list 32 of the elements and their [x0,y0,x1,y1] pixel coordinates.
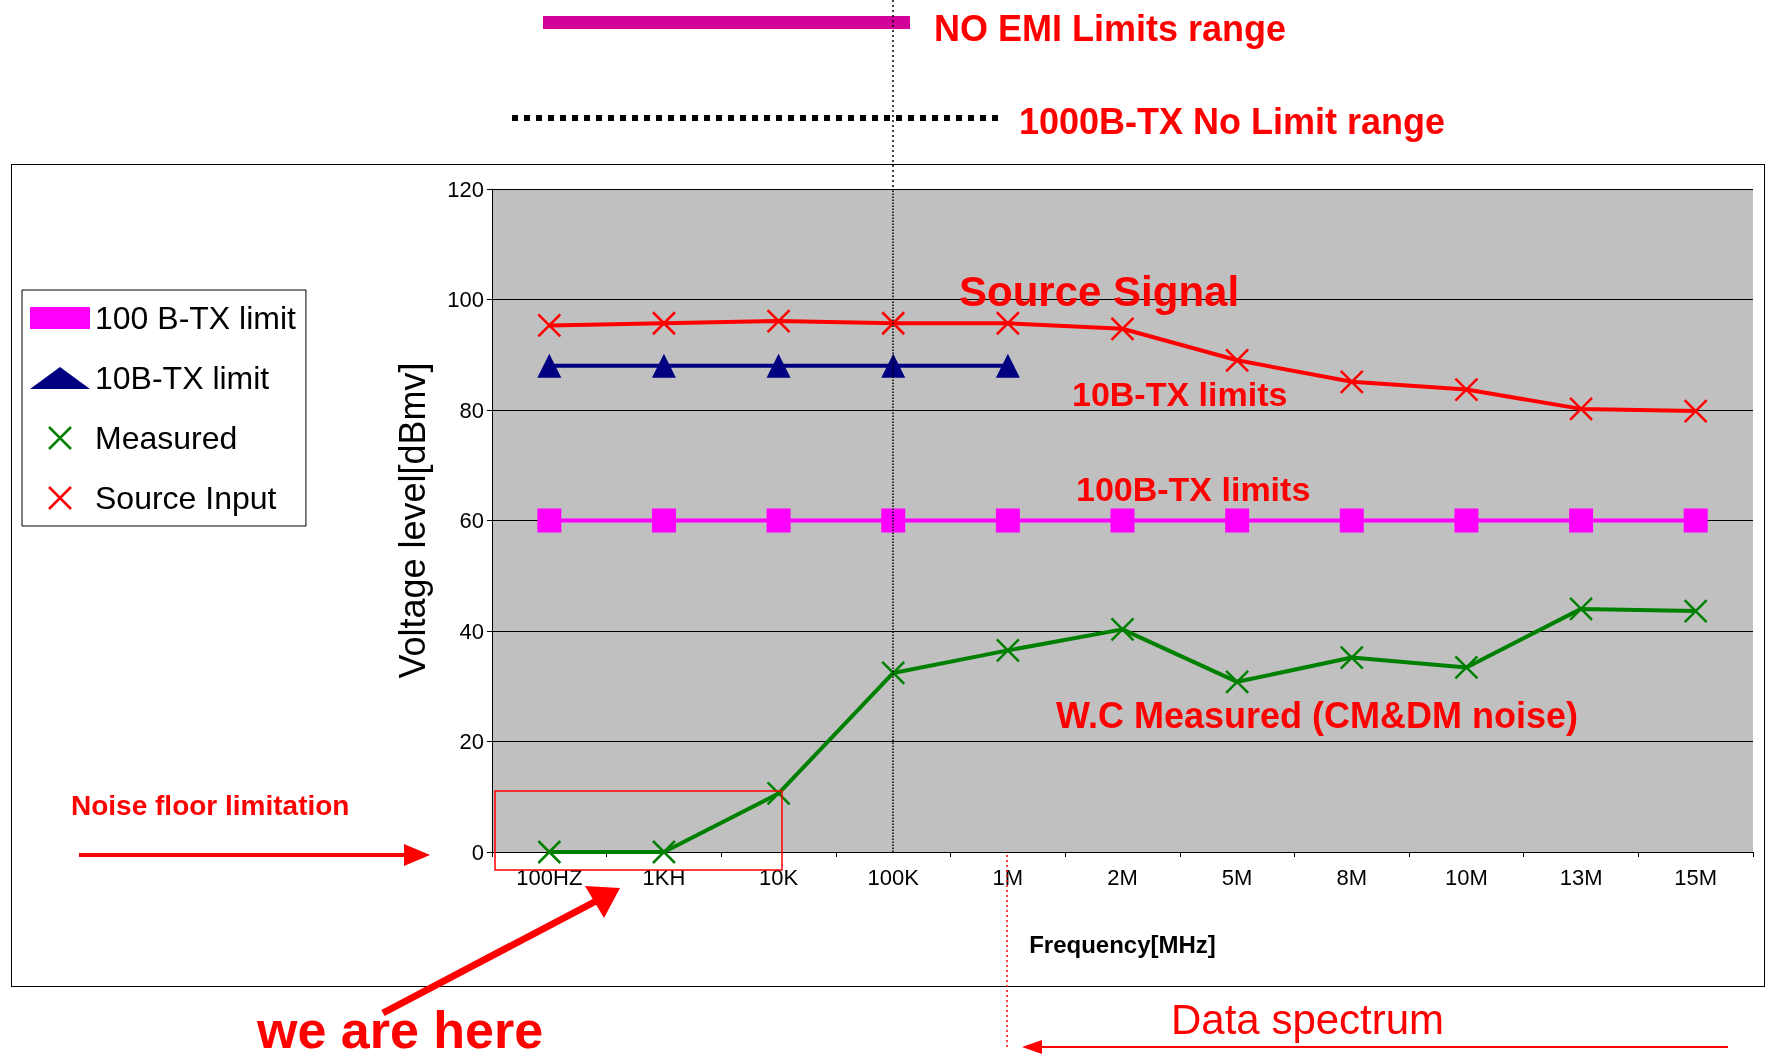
x-tick-label: 2M [1107,864,1138,890]
text: 1000B-TX No Limit range [1019,101,1446,143]
x-axis-title: Frequency[MHz] [1029,930,1216,958]
legend-label: 10B-TX limit [95,360,270,396]
y-tick-label: 40 [459,618,484,644]
y-tick-label: 80 [459,397,484,423]
y-tick-label: 60 [459,508,484,533]
text: NO EMI Limits range [934,8,1287,50]
y-tick-label: 120 [447,176,484,202]
legend-label: 100 B-TX limit [95,300,297,336]
x-tick-label: 13M [1559,864,1603,890]
y-tick-label: 20 [459,729,484,754]
y-tick-label: 0 [471,839,484,865]
x-tick-label: 8M [1336,864,1368,890]
annotation: W.C Measured (CM&DM noise) [1056,695,1579,737]
x-tick-label: 10K [759,864,799,890]
x-tick-label: 10M [1445,864,1488,890]
text: Noise floor limitation [71,790,350,822]
x-tick-label: 5M [1221,864,1253,890]
x-tick-label: 15M [1674,864,1718,890]
x-tick-label: 100HZ [516,864,583,890]
legend-label: Source Input [95,480,277,516]
text: we are here [257,1000,544,1059]
x-tick-label: 100K [867,864,920,890]
legend-label: Measured [95,420,238,456]
annotation: 100B-TX limits [1076,470,1311,509]
y-axis-title: Voltage level[dBmv] [391,362,433,679]
annotation: 10B-TX limits [1072,375,1288,414]
y-tick-label: 100 [447,287,484,312]
x-tick-label: 1KH [642,864,686,890]
text: Data spectrum [1171,996,1445,1044]
x-tick-label: 1M [992,864,1024,890]
